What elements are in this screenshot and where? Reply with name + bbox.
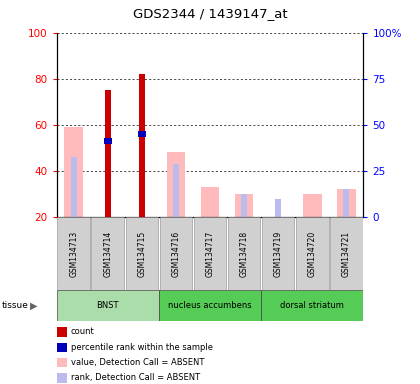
Bar [159,290,261,321]
Text: GDS2344 / 1439147_at: GDS2344 / 1439147_at [133,7,287,20]
Bar [139,74,145,217]
Bar [71,157,77,217]
Bar [105,90,111,217]
Text: nucleus accumbens: nucleus accumbens [168,301,252,310]
Bar [330,217,362,290]
Bar [228,217,260,290]
Bar [303,194,322,217]
Bar [201,187,219,217]
Text: GSM134715: GSM134715 [137,230,146,276]
Text: tissue: tissue [2,301,29,310]
Text: dorsal striatum: dorsal striatum [280,301,344,310]
Bar [194,217,226,290]
Bar [275,199,281,217]
Text: GSM134714: GSM134714 [103,230,112,276]
Bar [261,290,363,321]
Text: GSM134719: GSM134719 [274,230,283,276]
Text: GSM134718: GSM134718 [239,230,249,276]
Bar [241,194,247,217]
Bar [126,217,158,290]
Bar [173,164,179,217]
Bar [343,189,349,217]
Text: GSM134720: GSM134720 [308,230,317,276]
Bar [57,290,159,321]
Text: GSM134716: GSM134716 [171,230,181,276]
Bar [104,138,112,144]
Bar [167,152,185,217]
Bar [235,194,253,217]
Text: ▶: ▶ [30,300,38,310]
Bar [160,217,192,290]
Text: GSM134713: GSM134713 [69,230,78,276]
Bar [262,217,294,290]
Bar [92,217,124,290]
Text: GSM134721: GSM134721 [342,230,351,276]
Bar [337,189,356,217]
Text: value, Detection Call = ABSENT: value, Detection Call = ABSENT [71,358,204,367]
Bar [64,127,83,217]
Bar [296,217,328,290]
Text: count: count [71,327,94,336]
Text: percentile rank within the sample: percentile rank within the sample [71,343,213,352]
Bar [58,217,90,290]
Text: rank, Detection Call = ABSENT: rank, Detection Call = ABSENT [71,373,199,382]
Bar [138,131,146,137]
Text: GSM134717: GSM134717 [205,230,215,276]
Text: BNST: BNST [97,301,119,310]
